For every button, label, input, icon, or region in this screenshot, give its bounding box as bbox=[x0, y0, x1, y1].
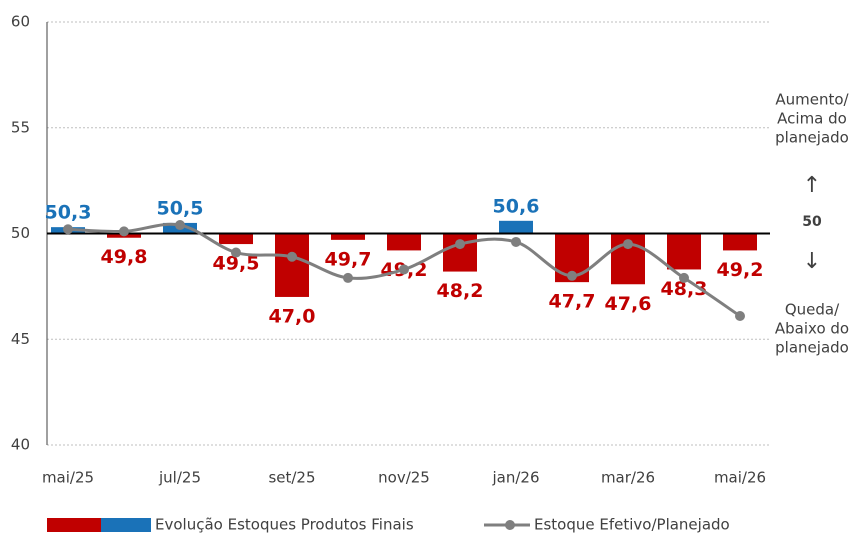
value-label: 47,0 bbox=[269, 305, 316, 327]
y-tick-label: 50 bbox=[11, 224, 30, 242]
arrow-down: ↓ bbox=[803, 249, 821, 274]
arrow-up: ↑ bbox=[803, 173, 821, 198]
line-marker bbox=[455, 239, 465, 250]
annotation: Abaixo do bbox=[775, 320, 849, 338]
value-label: 50,3 bbox=[45, 202, 92, 224]
bar bbox=[723, 233, 757, 251]
line-marker bbox=[287, 251, 297, 262]
line-marker bbox=[343, 272, 353, 283]
value-label: 50,6 bbox=[493, 195, 540, 217]
bar bbox=[275, 233, 309, 297]
legend-label: Estoque Efetivo/Planejado bbox=[534, 516, 730, 534]
annotation: planejado bbox=[775, 129, 849, 147]
value-label: 48,3 bbox=[661, 278, 708, 300]
line-marker bbox=[735, 310, 745, 321]
legend-swatch bbox=[47, 518, 101, 532]
annotation: Aumento/ bbox=[775, 91, 849, 109]
annotation: Acima do bbox=[777, 110, 847, 128]
y-tick-label: 45 bbox=[11, 330, 30, 348]
value-label: 49,7 bbox=[325, 248, 372, 270]
bar bbox=[387, 233, 421, 251]
value-label: 49,5 bbox=[213, 253, 260, 275]
value-label: 47,6 bbox=[605, 293, 652, 315]
legend-label: Evolução Estoques Produtos Finais bbox=[155, 516, 414, 534]
x-tick-label: jul/25 bbox=[158, 469, 201, 487]
line-marker bbox=[399, 264, 409, 275]
y-tick-label: 55 bbox=[11, 118, 30, 136]
legend-swatch bbox=[101, 518, 151, 532]
value-label: 49,2 bbox=[717, 259, 764, 281]
line-marker bbox=[567, 270, 577, 281]
x-tick-label: mar/26 bbox=[601, 469, 655, 487]
annotation: planejado bbox=[775, 339, 849, 357]
line-marker bbox=[231, 247, 241, 258]
y-tick-label: 40 bbox=[11, 436, 30, 454]
x-tick-label: mai/25 bbox=[42, 469, 94, 487]
value-label: 48,2 bbox=[437, 280, 484, 302]
bar bbox=[219, 233, 253, 245]
bar bbox=[667, 233, 701, 270]
x-tick-label: jan/26 bbox=[491, 469, 539, 487]
y-tick-label: 60 bbox=[11, 13, 30, 31]
reference-label: 50 bbox=[802, 214, 822, 230]
value-label: 50,5 bbox=[157, 197, 204, 219]
line-marker bbox=[679, 272, 689, 283]
legend-swatch bbox=[505, 520, 515, 530]
x-tick-label: mai/26 bbox=[714, 469, 766, 487]
bar bbox=[331, 233, 365, 240]
x-tick-label: nov/25 bbox=[378, 469, 430, 487]
line-marker bbox=[623, 239, 633, 250]
line-marker bbox=[175, 220, 185, 231]
line-marker bbox=[119, 226, 129, 237]
bar bbox=[499, 220, 533, 234]
value-label: 47,7 bbox=[549, 291, 596, 313]
x-tick-label: set/25 bbox=[268, 469, 315, 487]
line-marker bbox=[63, 224, 73, 235]
line-marker bbox=[511, 236, 521, 247]
annotation: Queda/ bbox=[785, 301, 840, 319]
value-label: 49,8 bbox=[101, 246, 148, 268]
